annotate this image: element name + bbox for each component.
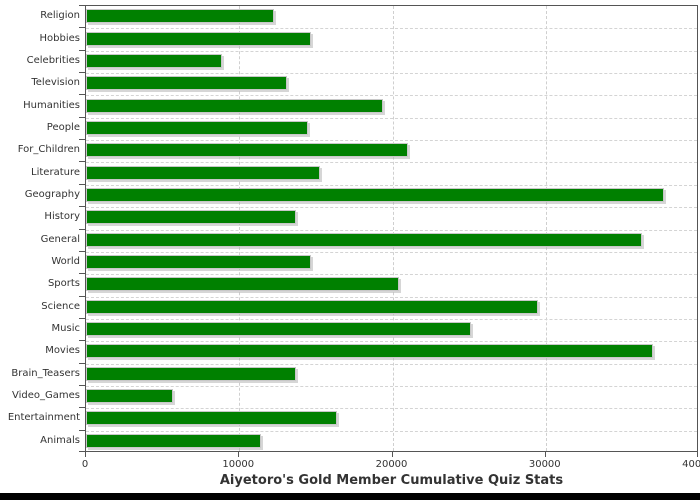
category-axis-tick xyxy=(79,161,85,163)
gridline-horizontal xyxy=(86,274,697,276)
category-axis-tick xyxy=(79,206,85,208)
gridline-horizontal xyxy=(86,95,697,97)
category-axis-tick xyxy=(79,250,85,252)
category-label: Geography xyxy=(24,188,80,200)
category-axis-tick xyxy=(79,116,85,118)
category-axis-tick xyxy=(79,295,85,297)
category-axis-tick xyxy=(79,429,85,431)
gridline-horizontal xyxy=(86,430,697,432)
value-axis-tick xyxy=(391,452,393,457)
bar-television xyxy=(86,76,287,91)
value-axis-label: 0 xyxy=(81,459,89,470)
category-label: General xyxy=(40,233,80,245)
value-axis-tick xyxy=(697,452,698,457)
chart-title: Aiyetoro's Gold Member Cumulative Quiz S… xyxy=(219,473,564,488)
bar-animals xyxy=(86,433,261,448)
bar-hobbies xyxy=(86,31,312,46)
bar-world xyxy=(86,255,312,270)
gridline-horizontal xyxy=(86,318,697,320)
value-axis-label: 40000 xyxy=(682,459,700,470)
bar-humanities xyxy=(86,98,384,113)
category-axis-tick xyxy=(79,384,85,386)
bottom-border-strip xyxy=(0,493,700,500)
category-label: For_Children xyxy=(17,144,80,156)
bar-geography xyxy=(86,187,664,202)
category-axis-tick xyxy=(79,27,85,29)
category-axis-tick xyxy=(79,407,85,409)
gridline-horizontal xyxy=(86,363,697,365)
category-label: Religion xyxy=(40,10,80,22)
category-label: Movies xyxy=(45,345,80,357)
category-axis-tick xyxy=(79,139,85,141)
bar-history xyxy=(86,210,296,225)
bar-music xyxy=(86,322,471,337)
category-label: Video_Games xyxy=(12,390,80,402)
plot-area xyxy=(85,5,698,452)
bar-movies xyxy=(86,344,654,359)
bar-general xyxy=(86,232,643,247)
category-label: Celebrities xyxy=(26,54,80,66)
category-label: Entertainment xyxy=(7,412,80,424)
bar-brain_teasers xyxy=(86,366,296,381)
gridline-vertical xyxy=(239,6,241,451)
category-label: Science xyxy=(41,300,80,312)
bar-literature xyxy=(86,165,321,180)
category-axis-tick xyxy=(79,340,85,342)
gridline-horizontal xyxy=(86,296,697,298)
category-axis-tick xyxy=(79,49,85,51)
gridline-vertical xyxy=(392,6,394,451)
gridline-horizontal xyxy=(86,251,697,253)
gridline-horizontal xyxy=(86,385,697,387)
bar-entertainment xyxy=(86,411,338,426)
category-label: Animals xyxy=(40,434,80,446)
category-label: History xyxy=(44,211,80,223)
category-axis-tick xyxy=(79,362,85,364)
category-axis-tick xyxy=(79,183,85,185)
gridline-vertical xyxy=(545,6,547,451)
category-axis-tick xyxy=(79,72,85,74)
category-label: Literature xyxy=(31,166,80,178)
gridline-horizontal xyxy=(86,229,697,231)
gridline-horizontal xyxy=(86,73,697,75)
gridline-horizontal xyxy=(86,50,697,52)
bar-science xyxy=(86,299,539,314)
gridline-horizontal xyxy=(86,341,697,343)
bar-people xyxy=(86,120,309,135)
value-axis-tick xyxy=(85,452,86,457)
category-label: Brain_Teasers xyxy=(11,367,80,379)
gridline-horizontal xyxy=(86,207,697,209)
gridline-horizontal xyxy=(86,117,697,119)
category-axis-tick xyxy=(79,228,85,230)
category-label: People xyxy=(46,121,80,133)
gridline-horizontal xyxy=(86,140,697,142)
bar-celebrities xyxy=(86,53,223,68)
value-axis-label: 10000 xyxy=(222,459,255,470)
category-label: Music xyxy=(51,323,80,335)
category-axis-tick xyxy=(79,94,85,96)
value-axis-label: 30000 xyxy=(528,459,561,470)
gridline-horizontal xyxy=(86,184,697,186)
bar-religion xyxy=(86,9,275,24)
bar-for_children xyxy=(86,143,408,158)
value-axis-tick xyxy=(544,452,546,457)
category-axis-tick xyxy=(79,451,85,452)
category-label: World xyxy=(51,256,80,268)
category-axis-tick xyxy=(79,5,85,6)
value-axis-tick xyxy=(238,452,240,457)
gridline-horizontal xyxy=(86,162,697,164)
category-label: Hobbies xyxy=(39,32,80,44)
category-label: Humanities xyxy=(23,99,80,111)
bar-video_games xyxy=(86,389,174,404)
gridline-horizontal xyxy=(86,408,697,410)
category-label: Sports xyxy=(47,278,80,290)
gridline-horizontal xyxy=(86,28,697,30)
category-label: Television xyxy=(31,77,80,89)
category-axis-tick xyxy=(79,273,85,275)
value-axis-label: 20000 xyxy=(375,459,408,470)
category-axis-tick xyxy=(79,317,85,319)
bar-sports xyxy=(86,277,399,292)
